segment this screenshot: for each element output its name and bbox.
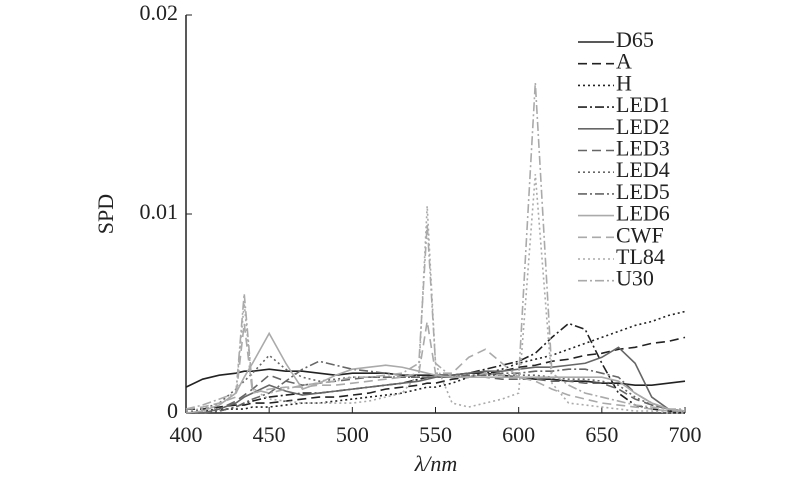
legend-label: LED6: [616, 201, 670, 226]
x-tick-label: 700: [669, 422, 702, 447]
y-tick-label: 0: [167, 398, 178, 423]
series-line: [186, 310, 686, 412]
legend-label: LED1: [616, 92, 670, 117]
legend-label: D65: [616, 27, 654, 52]
legend-label: U30: [616, 266, 654, 291]
legend-label: H: [616, 70, 632, 95]
legend-label: CWF: [616, 222, 664, 247]
legend-label: LED2: [616, 114, 670, 139]
series-line: [185, 331, 686, 414]
series-line: [186, 346, 686, 414]
y-axis-label: SPD: [93, 194, 118, 234]
legend-label: LED4: [616, 157, 670, 182]
y-tick-label: 0.02: [140, 0, 179, 25]
x-tick-label: 400: [170, 422, 203, 447]
x-tick-label: 450: [253, 422, 286, 447]
x-tick-label: 500: [336, 422, 369, 447]
x-tick-label: 550: [419, 422, 452, 447]
legend-label: TL84: [616, 244, 665, 269]
series-line: [186, 360, 686, 414]
legend-label: A: [616, 49, 632, 74]
legend-label: LED3: [616, 136, 670, 161]
x-axis-label: λ/nm: [414, 451, 458, 476]
x-tick-label: 600: [502, 422, 535, 447]
y-tick-label: 0.01: [140, 199, 179, 224]
series-line: [185, 174, 685, 414]
x-tick-label: 650: [585, 422, 618, 447]
legend-label: LED5: [616, 179, 670, 204]
series-line: [185, 321, 685, 412]
series-line: [185, 82, 685, 410]
series-line: [186, 336, 686, 410]
